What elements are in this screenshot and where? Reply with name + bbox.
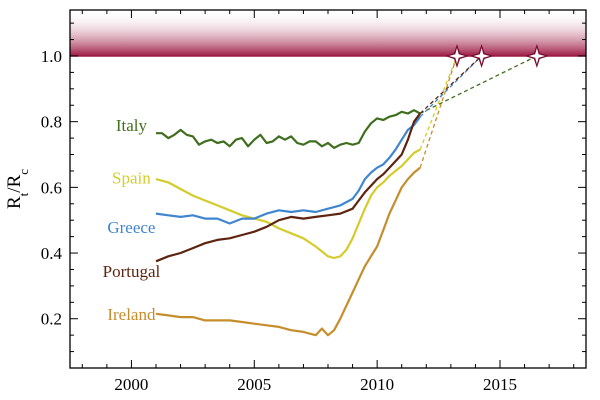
- series-label-italy: Italy: [116, 116, 148, 135]
- series-label-greece: Greece: [107, 218, 155, 237]
- x-tick-label: 2000: [114, 375, 148, 394]
- y-axis-title-sub2: c: [16, 169, 31, 175]
- y-axis-title-main: R: [4, 196, 25, 209]
- projection-line-ireland: [419, 55, 458, 168]
- y-tick-label: 0.4: [41, 244, 63, 263]
- target-marker-center: [528, 48, 545, 64]
- axis-ticks: 2000 2005 2010 2015 0.2 0.4 0.6 0.8 1.0: [41, 10, 586, 394]
- y-tick-label: 0.8: [41, 113, 62, 132]
- x-tick-label: 2015: [483, 375, 517, 394]
- plot-frame: [69, 9, 587, 369]
- y-tick-label: 1.0: [41, 47, 62, 66]
- series-label-ireland: Ireland: [107, 305, 156, 324]
- series-line-greece: [155, 116, 421, 225]
- target-marker-center: [473, 48, 490, 64]
- series-group: [155, 55, 538, 337]
- projection-line-spain: [419, 55, 458, 150]
- y-tick-label: 0.2: [41, 310, 62, 329]
- series-line-ireland: [155, 166, 421, 337]
- series-line-italy: [156, 109, 421, 149]
- target-marker-center: [449, 48, 465, 64]
- y-axis-title-sep: /R: [4, 174, 25, 192]
- x-tick-label: 2005: [237, 375, 271, 394]
- threshold-band: [70, 10, 586, 56]
- series-labels: Italy Spain Greece Portugal Ireland: [103, 116, 161, 324]
- series-label-spain: Spain: [112, 169, 151, 188]
- projection-line-italy: [419, 55, 538, 115]
- series-line-spain: [155, 148, 421, 260]
- x-tick-label: 2010: [360, 375, 394, 394]
- series-line-portugal: [155, 112, 421, 263]
- y-tick-label: 0.6: [41, 178, 62, 197]
- projection-line-greece: [419, 55, 483, 118]
- y-axis-title-sub1: t: [16, 192, 31, 196]
- projection-line-portugal: [419, 55, 483, 114]
- target-markers: [445, 44, 549, 68]
- series-label-portugal: Portugal: [103, 262, 161, 281]
- y-axis-title: Rt/Rc: [4, 169, 31, 209]
